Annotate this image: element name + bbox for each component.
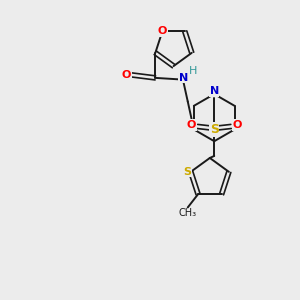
- Text: O: O: [122, 70, 131, 80]
- Text: S: S: [210, 123, 219, 136]
- Text: O: O: [232, 120, 242, 130]
- Text: N: N: [179, 73, 188, 83]
- Text: O: O: [187, 120, 196, 130]
- Text: H: H: [189, 66, 197, 76]
- Text: N: N: [210, 86, 219, 96]
- Text: O: O: [158, 26, 167, 37]
- Text: CH₃: CH₃: [179, 208, 197, 218]
- Text: S: S: [183, 167, 191, 177]
